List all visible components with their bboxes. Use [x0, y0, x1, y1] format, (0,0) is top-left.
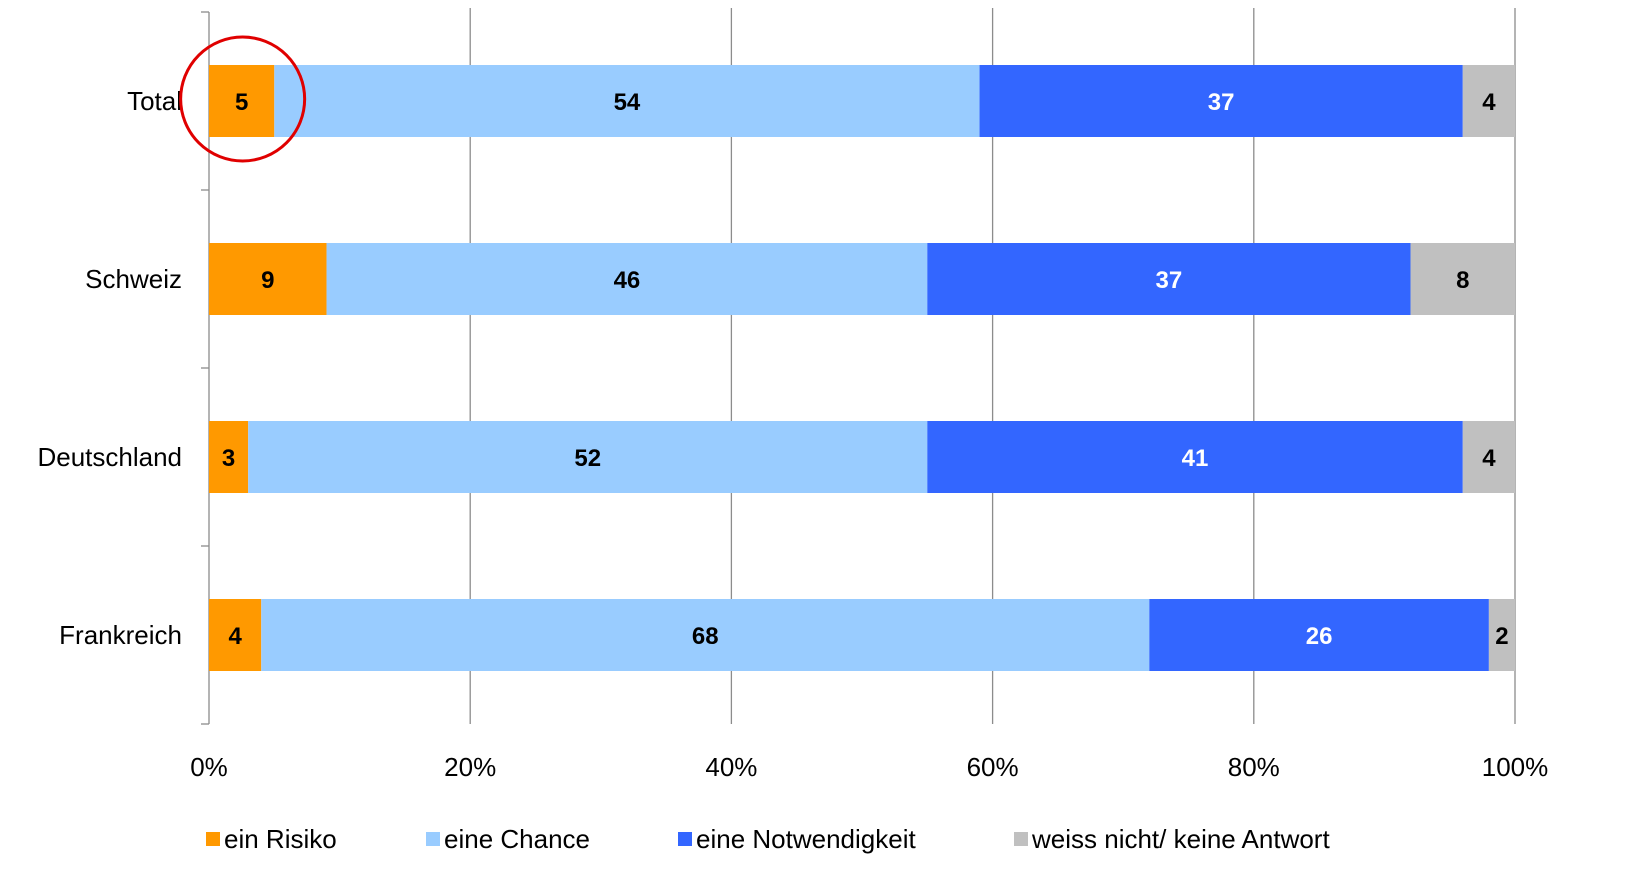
data-label: 4	[228, 623, 242, 650]
bar-segment	[326, 243, 928, 315]
x-tick-label: 0%	[190, 752, 228, 782]
data-label: 2	[1495, 623, 1508, 650]
legend-swatch	[678, 832, 692, 846]
bar-segment	[927, 421, 1463, 493]
bar-segment	[1410, 243, 1515, 315]
x-tick-label: 100%	[1482, 752, 1549, 782]
legend-swatch	[426, 832, 440, 846]
x-tick-label: 80%	[1228, 752, 1280, 782]
data-label: 4	[1482, 89, 1496, 116]
category-label: Total	[127, 86, 182, 116]
bar-segment	[261, 599, 1150, 671]
bar-segment	[248, 421, 928, 493]
x-tick-label: 20%	[444, 752, 496, 782]
annotation-layer	[179, 35, 307, 163]
data-label: 41	[1182, 445, 1209, 472]
bar-segment	[209, 599, 262, 671]
legend-label: eine Chance	[444, 824, 590, 854]
data-label: 37	[1208, 89, 1235, 116]
bar-segment	[1149, 599, 1489, 671]
data-label: 4	[1482, 445, 1496, 472]
bar-segment	[209, 243, 327, 315]
data-label: 37	[1156, 267, 1183, 294]
data-label: 9	[261, 267, 274, 294]
category-label: Frankreich	[59, 620, 182, 650]
legend-label: eine Notwendigkeit	[696, 824, 916, 854]
highlight-circle	[179, 35, 307, 163]
category-label: Deutschland	[37, 442, 182, 472]
data-label: 3	[222, 445, 235, 472]
data-label: 68	[692, 623, 719, 650]
x-tick-label: 60%	[967, 752, 1019, 782]
bar-segment	[1462, 65, 1515, 137]
bar-layer	[209, 65, 1515, 671]
legend: ein Risiko eine Chance eine Notwendigkeit w…	[206, 824, 1330, 854]
bar-segment	[1488, 599, 1515, 671]
category-label: Schweiz	[85, 264, 182, 294]
bar-segment	[979, 65, 1463, 137]
data-label: 5	[235, 89, 248, 116]
data-label: 26	[1306, 623, 1333, 650]
x-tick-label: 40%	[705, 752, 757, 782]
data-label: 46	[614, 267, 641, 294]
bar-segment	[927, 243, 1411, 315]
legend-label: weiss nicht/ keine Antwort	[1031, 824, 1330, 854]
bar-segment	[209, 421, 249, 493]
axis-layer: 0% 20% 40% 60% 80% 100% Total Schweiz Deutschlan…	[37, 11, 1549, 782]
label-layer: 5 54 37 4 9 46 37 8 3 52 41 4 4 68 26 2	[222, 89, 1509, 650]
data-label: 54	[614, 89, 641, 116]
legend-label: ein Risiko	[224, 824, 337, 854]
bar-segment	[274, 65, 980, 137]
data-label: 8	[1456, 267, 1469, 294]
legend-swatch	[1014, 832, 1028, 846]
bar-segment	[209, 65, 275, 137]
bar-segment	[1462, 421, 1515, 493]
data-label: 52	[574, 445, 601, 472]
legend-swatch	[206, 832, 220, 846]
